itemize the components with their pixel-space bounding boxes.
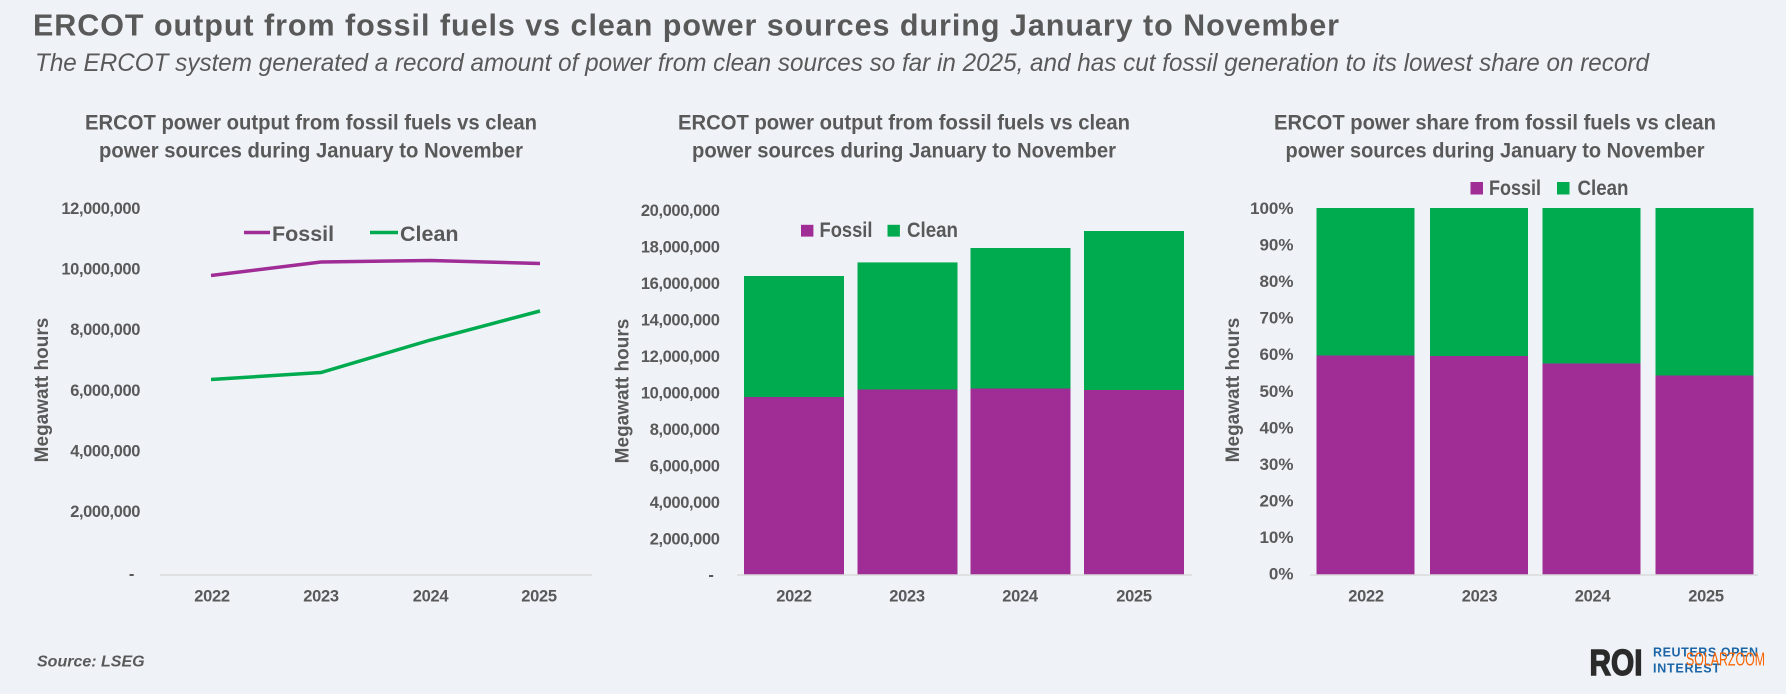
svg-text:16,000,000: 16,000,000 — [641, 275, 720, 293]
svg-text:4,000,000: 4,000,000 — [70, 442, 140, 460]
svg-text:6,000,000: 6,000,000 — [650, 458, 720, 476]
svg-text:Fossil: Fossil — [1489, 176, 1541, 200]
svg-text:40%: 40% — [1259, 418, 1293, 437]
svg-text:power sources during January t: power sources during January to November — [692, 139, 1117, 163]
svg-text:2023: 2023 — [303, 588, 339, 606]
svg-text:6,000,000: 6,000,000 — [70, 382, 140, 400]
svg-text:2,000,000: 2,000,000 — [70, 503, 140, 521]
svg-text:18,000,000: 18,000,000 — [641, 239, 720, 257]
svg-text:-: - — [129, 566, 134, 584]
svg-text:INTEREST: INTEREST — [1653, 662, 1720, 676]
svg-text:2023: 2023 — [1462, 588, 1498, 606]
svg-text:2025: 2025 — [1688, 588, 1724, 606]
svg-text:Megawatt hours: Megawatt hours — [1223, 318, 1244, 463]
svg-text:2023: 2023 — [889, 588, 925, 606]
svg-text:90%: 90% — [1259, 236, 1293, 255]
svg-text:50%: 50% — [1259, 382, 1293, 401]
svg-text:2024: 2024 — [1002, 588, 1039, 606]
svg-text:2024: 2024 — [1575, 588, 1612, 606]
svg-text:2025: 2025 — [521, 588, 557, 606]
svg-text:2024: 2024 — [413, 588, 450, 606]
svg-text:ROI: ROI — [1590, 642, 1643, 683]
svg-text:0%: 0% — [1269, 565, 1294, 584]
svg-text:ERCOT output from fossil fuels: ERCOT output from fossil fuels vs clean … — [33, 9, 1339, 43]
svg-text:2022: 2022 — [194, 588, 230, 606]
svg-text:8,000,000: 8,000,000 — [70, 321, 140, 339]
svg-text:12,000,000: 12,000,000 — [641, 348, 720, 366]
svg-text:Clean: Clean — [907, 218, 958, 242]
svg-text:30%: 30% — [1259, 455, 1293, 474]
svg-text:power sources during January t: power sources during January to November — [99, 139, 524, 163]
svg-text:4,000,000: 4,000,000 — [650, 494, 720, 512]
svg-text:10%: 10% — [1259, 528, 1293, 547]
svg-text:power sources during January t: power sources during January to November — [1286, 139, 1706, 163]
svg-text:8,000,000: 8,000,000 — [650, 421, 720, 439]
svg-text:Fossil: Fossil — [820, 218, 873, 242]
svg-text:Megawatt hours: Megawatt hours — [32, 318, 53, 463]
svg-text:80%: 80% — [1259, 272, 1293, 291]
svg-text:Fossil: Fossil — [272, 222, 334, 246]
svg-text:-: - — [708, 567, 713, 585]
svg-text:ERCOT power output from fossil: ERCOT power output from fossil fuels vs … — [85, 111, 537, 135]
svg-text:Source: LSEG: Source: LSEG — [37, 654, 145, 671]
svg-text:ERCOT power share from fossil: ERCOT power share from fossil fuels vs c… — [1274, 111, 1716, 135]
svg-text:100%: 100% — [1250, 199, 1293, 218]
svg-text:2022: 2022 — [776, 588, 812, 606]
svg-text:60%: 60% — [1259, 345, 1293, 364]
svg-text:2022: 2022 — [1348, 588, 1384, 606]
svg-text:2,000,000: 2,000,000 — [650, 531, 720, 549]
svg-text:SOLARZOOM: SOLARZOOM — [1686, 649, 1765, 670]
svg-text:12,000,000: 12,000,000 — [61, 200, 140, 218]
svg-text:The ERCOT system generated a r: The ERCOT system generated a record amou… — [35, 49, 1650, 77]
svg-text:10,000,000: 10,000,000 — [641, 385, 720, 403]
svg-text:2025: 2025 — [1116, 588, 1152, 606]
svg-text:20,000,000: 20,000,000 — [641, 202, 720, 220]
svg-text:20%: 20% — [1259, 491, 1293, 510]
svg-text:70%: 70% — [1259, 309, 1293, 328]
svg-text:REUTERS OPEN: REUTERS OPEN — [1653, 646, 1758, 660]
svg-text:14,000,000: 14,000,000 — [641, 312, 720, 330]
svg-text:10,000,000: 10,000,000 — [61, 261, 140, 279]
svg-text:Clean: Clean — [1578, 176, 1629, 200]
svg-text:Megawatt hours: Megawatt hours — [613, 319, 634, 464]
svg-text:Clean: Clean — [400, 222, 459, 246]
svg-text:ERCOT power output from fossil: ERCOT power output from fossil fuels vs … — [678, 111, 1130, 135]
